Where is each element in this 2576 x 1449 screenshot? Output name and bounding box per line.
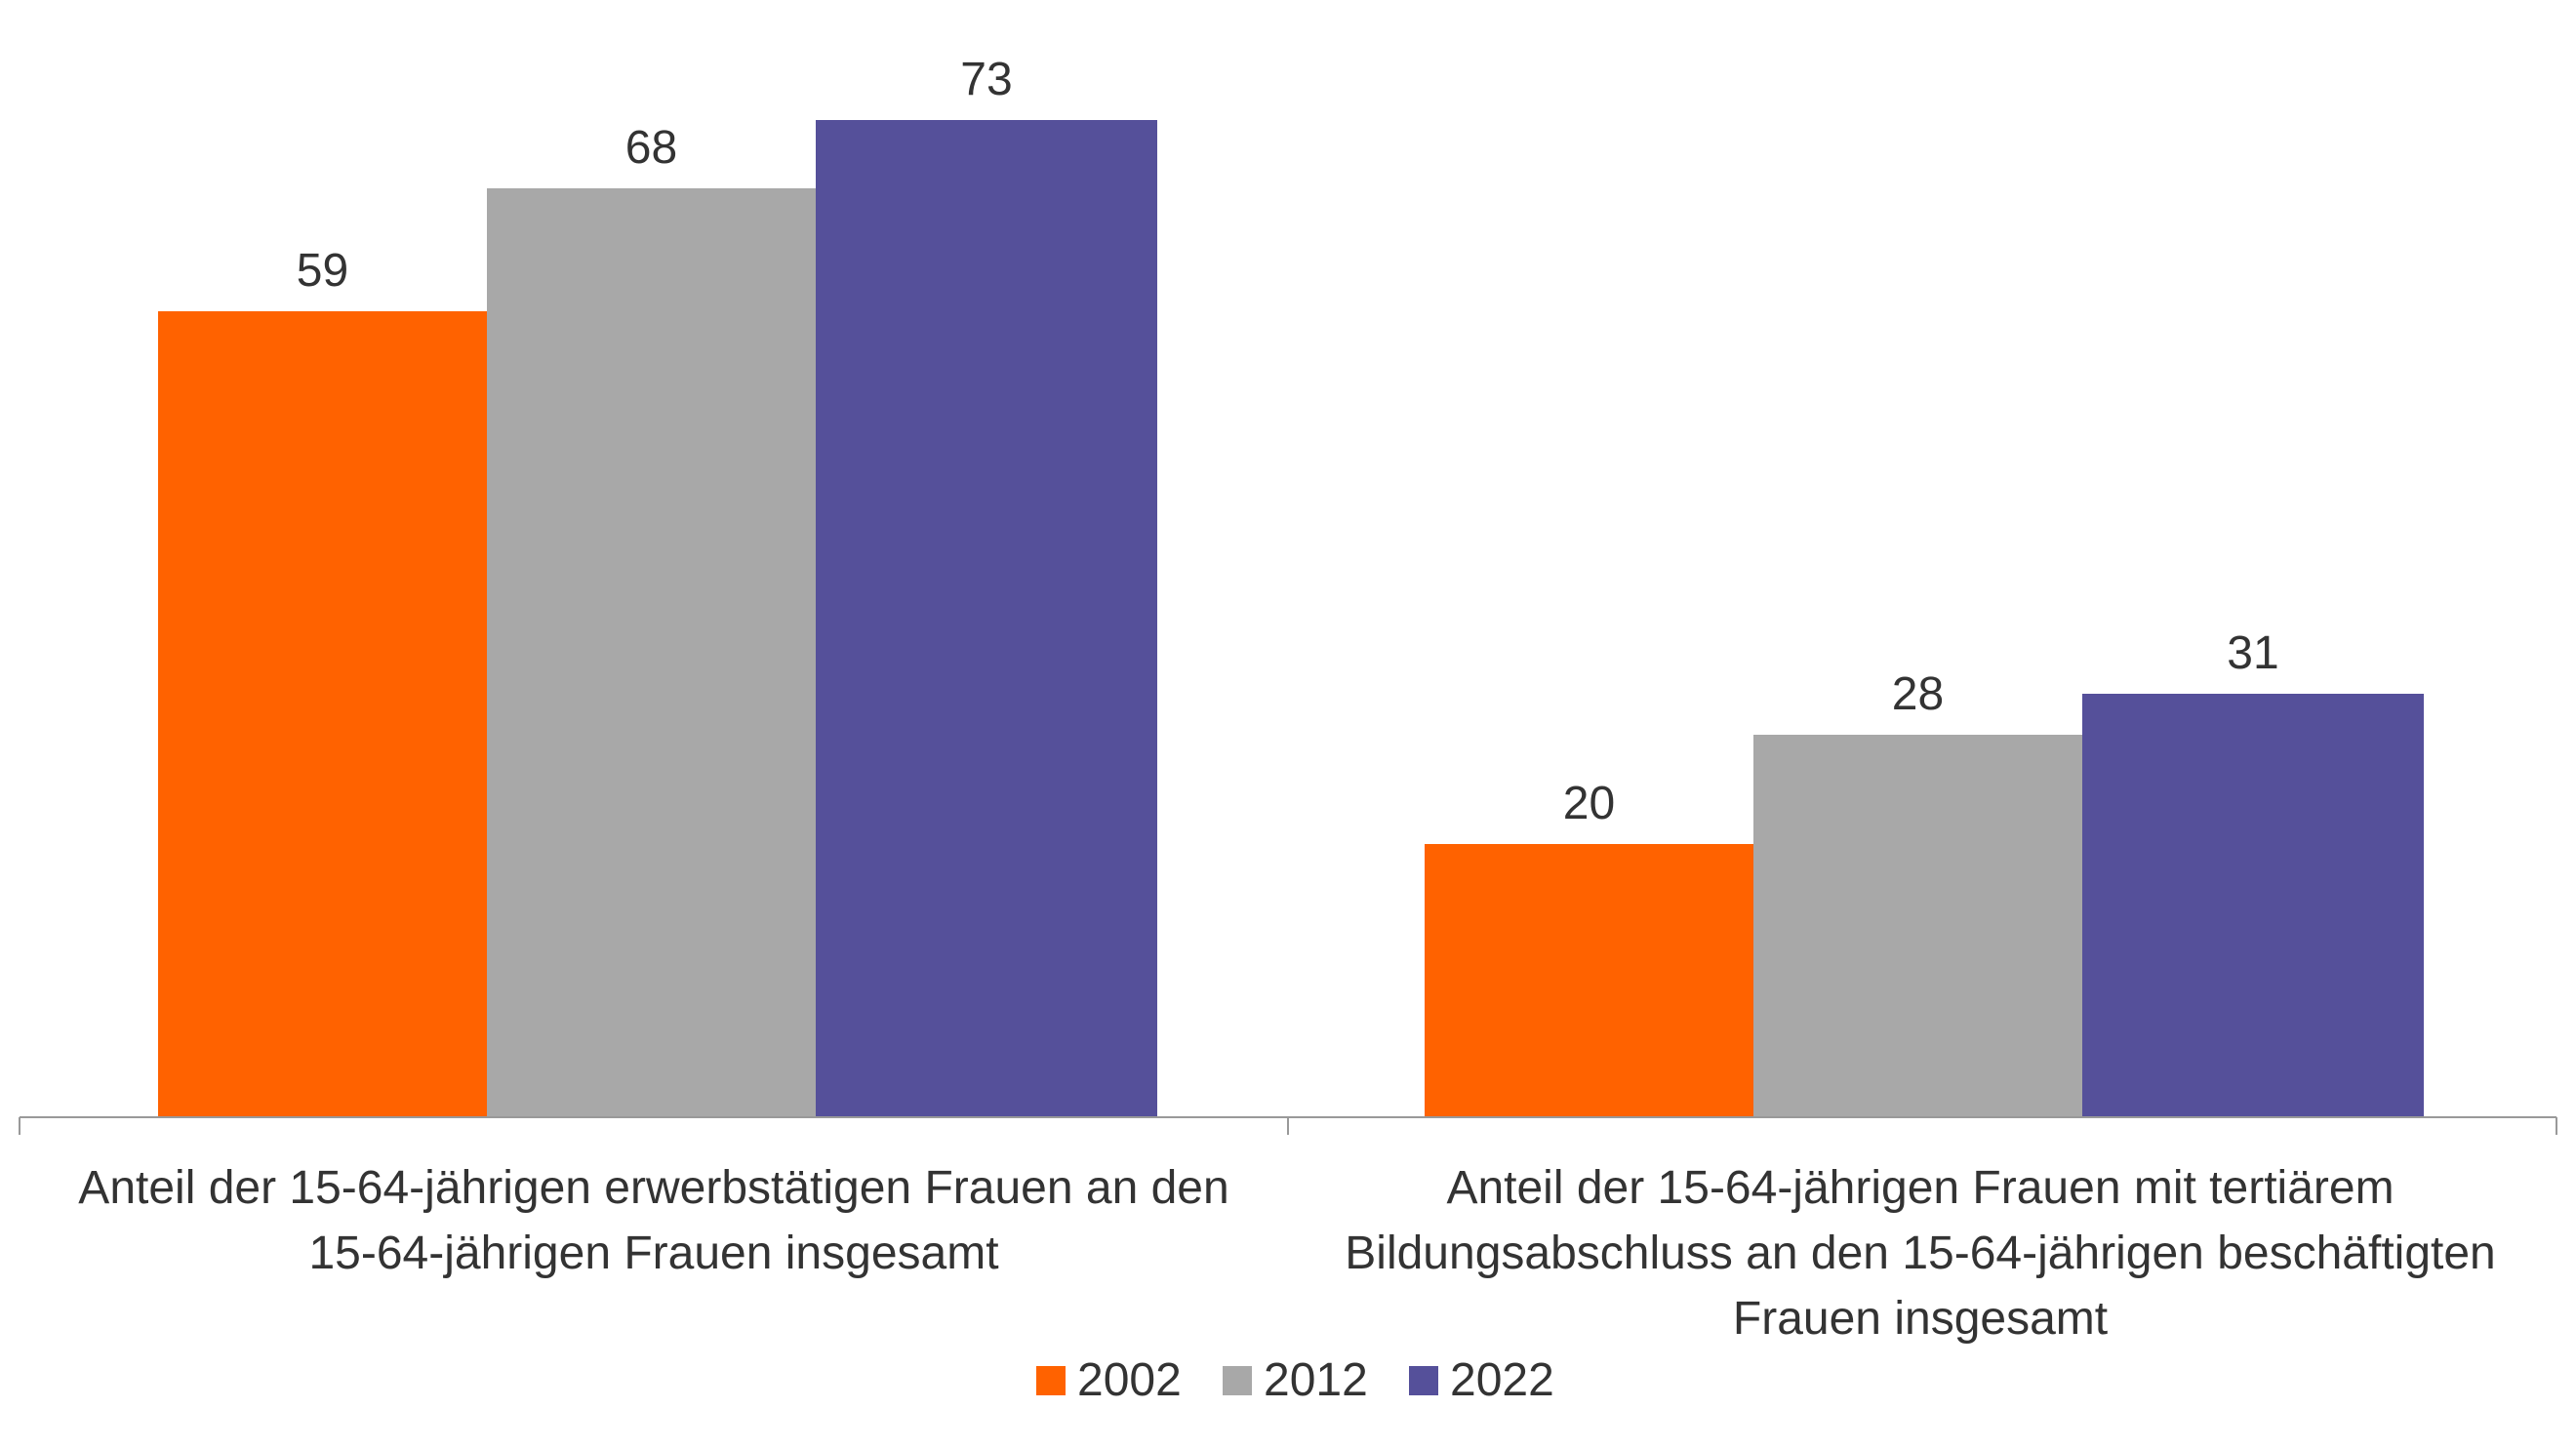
legend: 2002 2012 2022 [1036,1354,1554,1406]
data-label-2002-group-1: 59 [297,245,348,297]
category-label-2: Anteil der 15-64-jährigen Frauen mit ter… [1345,1162,2495,1345]
category-labels: Anteil der 15-64-jährigen erwerbstätigen… [78,1162,2495,1345]
legend-label-2022: 2022 [1450,1354,1554,1406]
legend-item-2022: 2022 [1409,1354,1554,1406]
bar-2002-group-1 [158,311,487,1117]
legend-swatch-2012 [1223,1366,1252,1395]
legend-swatch-2022 [1409,1366,1438,1395]
bar-2012-group-2 [1753,735,2082,1117]
x-axis [19,1116,2557,1135]
bars-layer [158,120,2424,1117]
data-label-2012-group-1: 68 [625,122,677,174]
legend-label-2002: 2002 [1077,1354,1182,1406]
data-labels-layer: 59 68 73 20 28 31 [297,54,2279,829]
data-label-2002-group-2: 20 [1563,778,1615,829]
bar-2012-group-1 [487,188,816,1117]
data-label-2022-group-1: 73 [960,54,1012,105]
category-label-1: Anteil der 15-64-jährigen erwerbstätigen… [78,1162,1228,1279]
bar-2022-group-2 [2082,694,2424,1117]
legend-item-2002: 2002 [1036,1354,1182,1406]
legend-swatch-2002 [1036,1366,1066,1395]
bar-2002-group-2 [1425,844,1753,1117]
data-label-2012-group-2: 28 [1892,668,1944,720]
legend-label-2012: 2012 [1264,1354,1368,1406]
legend-item-2012: 2012 [1223,1354,1368,1406]
data-label-2022-group-2: 31 [2227,627,2278,679]
bar-2022-group-1 [816,120,1157,1117]
